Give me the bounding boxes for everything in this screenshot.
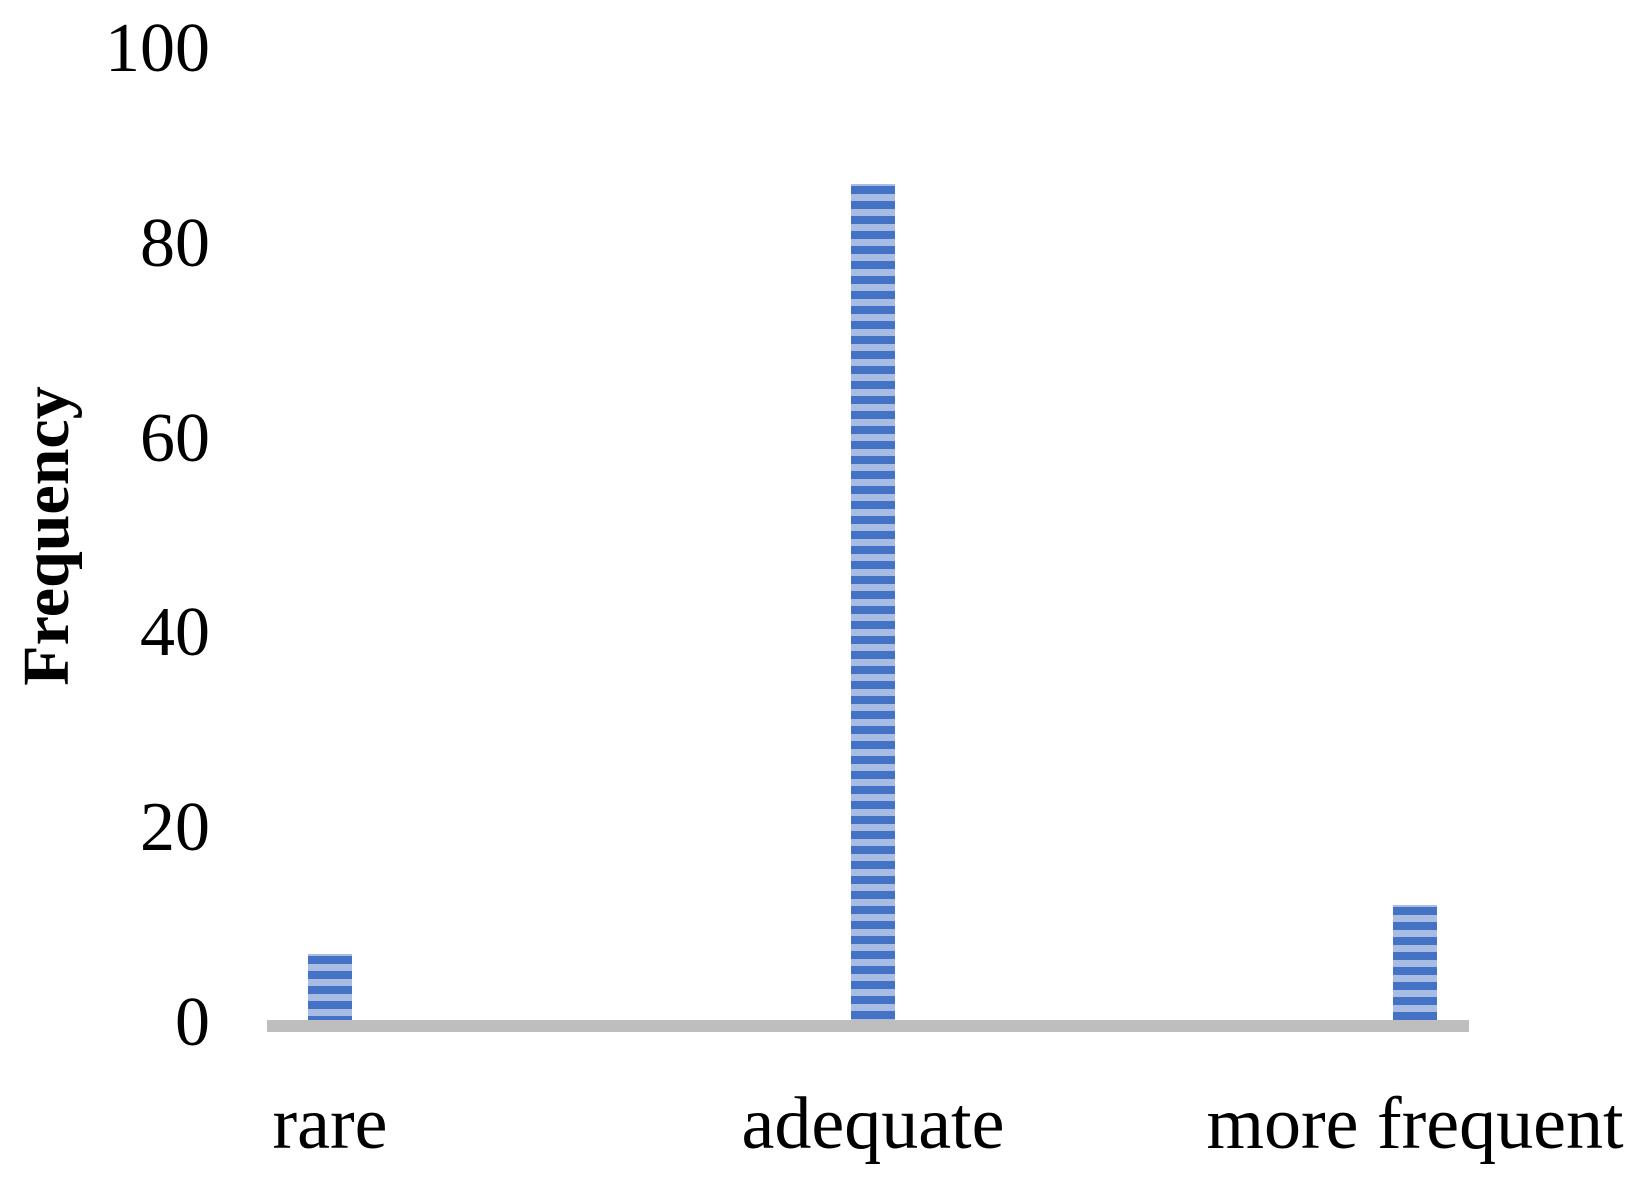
bar-adequate <box>851 184 895 1020</box>
y-tick-label: 40 <box>140 594 210 672</box>
x-category-label: rare <box>272 1083 388 1165</box>
bar-more-frequent <box>1393 905 1437 1020</box>
y-tick-label: 100 <box>105 10 210 87</box>
bar-rare <box>308 953 352 1020</box>
x-category-label: more frequent <box>1206 1083 1624 1165</box>
x-axis-line <box>267 1020 1469 1032</box>
x-category-label: adequate <box>741 1083 1005 1165</box>
y-tick-label: 0 <box>175 984 210 1061</box>
y-tick-label: 80 <box>140 204 210 282</box>
y-tick-label: 20 <box>140 789 210 867</box>
y-tick-label: 60 <box>140 399 210 477</box>
